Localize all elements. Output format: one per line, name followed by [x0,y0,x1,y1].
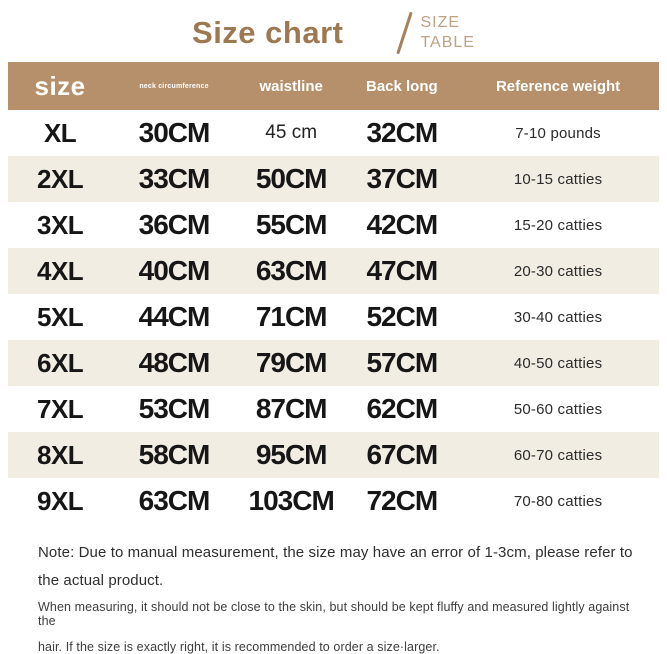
notes-block: Note: Due to manual measurement, the siz… [38,544,638,654]
subtitle-line-1: SIZE [420,14,461,31]
reference-weight-cell: 30-40 catties [513,308,603,326]
size-cell: 4XL [36,255,84,286]
size-cell: 5XL [36,301,84,332]
back-long-cell: 32CM [366,117,438,148]
reference-weight-cell: 15-20 catties [513,216,603,234]
reference-weight-cell: 50-60 catties [513,400,603,418]
table-row: 9XL 63CM 103CM 72CM 70-80 catties [8,478,659,524]
table-row: 7XL 53CM 87CM 62CM 50-60 catties [8,386,659,432]
back-long-cell: 52CM [366,301,438,332]
size-cell: 7XL [36,393,84,424]
back-long-cell: 72CM [366,485,438,516]
waistline-cell: 95CM [255,439,328,470]
size-cell: 9XL [36,485,84,516]
back-long-cell: 47CM [366,255,438,286]
reference-weight-cell: 70-80 catties [513,492,603,510]
size-chart-table: size neck circumference waistline Back l… [8,62,659,524]
note-line: Note: Due to manual measurement, the siz… [38,544,633,561]
waistline-cell: 45 cm [265,122,318,143]
page-title: Size chart [192,15,344,50]
waistline-cell: 55CM [255,209,328,240]
neck-circumference-cell: 63CM [138,485,211,516]
table-row: 6XL 48CM 79CM 57CM 40-50 catties [8,340,659,386]
neck-circumference-cell: 48CM [138,347,211,378]
neck-circumference-cell: 40CM [138,255,211,286]
table-row: 4XL 40CM 63CM 47CM 20-30 catties [8,248,659,294]
back-long-cell: 37CM [366,163,438,194]
size-cell: 8XL [36,439,84,470]
size-cell: XL [43,117,77,148]
waistline-cell: 87CM [255,393,328,424]
neck-circumference-cell: 53CM [138,393,211,424]
column-header-size: size [34,70,86,101]
table-row: XL 30CM 45 cm 32CM 7-10 pounds [8,110,659,156]
back-long-cell: 62CM [366,393,438,424]
neck-circumference-cell: 33CM [138,163,211,194]
table-row: 2XL 33CM 50CM 37CM 10-15 catties [8,156,659,202]
waistline-cell: 79CM [255,347,328,378]
column-header-neck-circumference: neck circumference [139,82,209,90]
reference-weight-cell: 7-10 pounds [515,124,601,142]
back-long-cell: 42CM [366,209,438,240]
waistline-cell: 50CM [255,163,328,194]
table-body: XL 30CM 45 cm 32CM 7-10 pounds 2XL 33CM 50CM 37C… [8,110,659,524]
waistline-cell: 103CM [248,485,335,516]
page-title-bar: Size chart SIZE TABLE [0,0,667,62]
waistline-cell: 63CM [255,255,328,286]
size-cell: 3XL [36,209,84,240]
table-row: 5XL 44CM 71CM 52CM 30-40 catties [8,294,659,340]
note-line: hair. If the size is exactly right, it i… [38,640,440,654]
note-line: When measuring, it should not be close t… [38,600,630,628]
subtitle: SIZE TABLE [420,13,475,53]
neck-circumference-cell: 36CM [138,209,211,240]
reference-weight-cell: 20-30 catties [513,262,603,280]
size-cell: 6XL [36,347,84,378]
table-row: 8XL 58CM 95CM 67CM 60-70 catties [8,432,659,478]
subtitle-group: SIZE TABLE [396,11,475,55]
slash-divider-icon [396,11,414,55]
back-long-cell: 57CM [366,347,438,378]
size-cell: 2XL [36,163,84,194]
neck-circumference-cell: 58CM [138,439,211,470]
reference-weight-cell: 10-15 catties [513,170,603,188]
neck-circumference-cell: 30CM [138,117,211,148]
neck-circumference-cell: 44CM [138,301,211,332]
column-header-reference-weight: Reference weight [495,77,621,95]
reference-weight-cell: 40-50 catties [513,354,603,372]
note-line: the actual product. [38,572,164,589]
reference-weight-cell: 60-70 catties [513,446,603,464]
column-header-waistline: waistline [259,77,323,95]
waistline-cell: 71CM [255,301,328,332]
table-header-row: size neck circumference waistline Back l… [8,62,659,110]
column-header-back-long: Back long [365,77,438,95]
back-long-cell: 67CM [366,439,438,470]
table-row: 3XL 36CM 55CM 42CM 15-20 catties [8,202,659,248]
subtitle-line-2: TABLE [420,34,475,51]
